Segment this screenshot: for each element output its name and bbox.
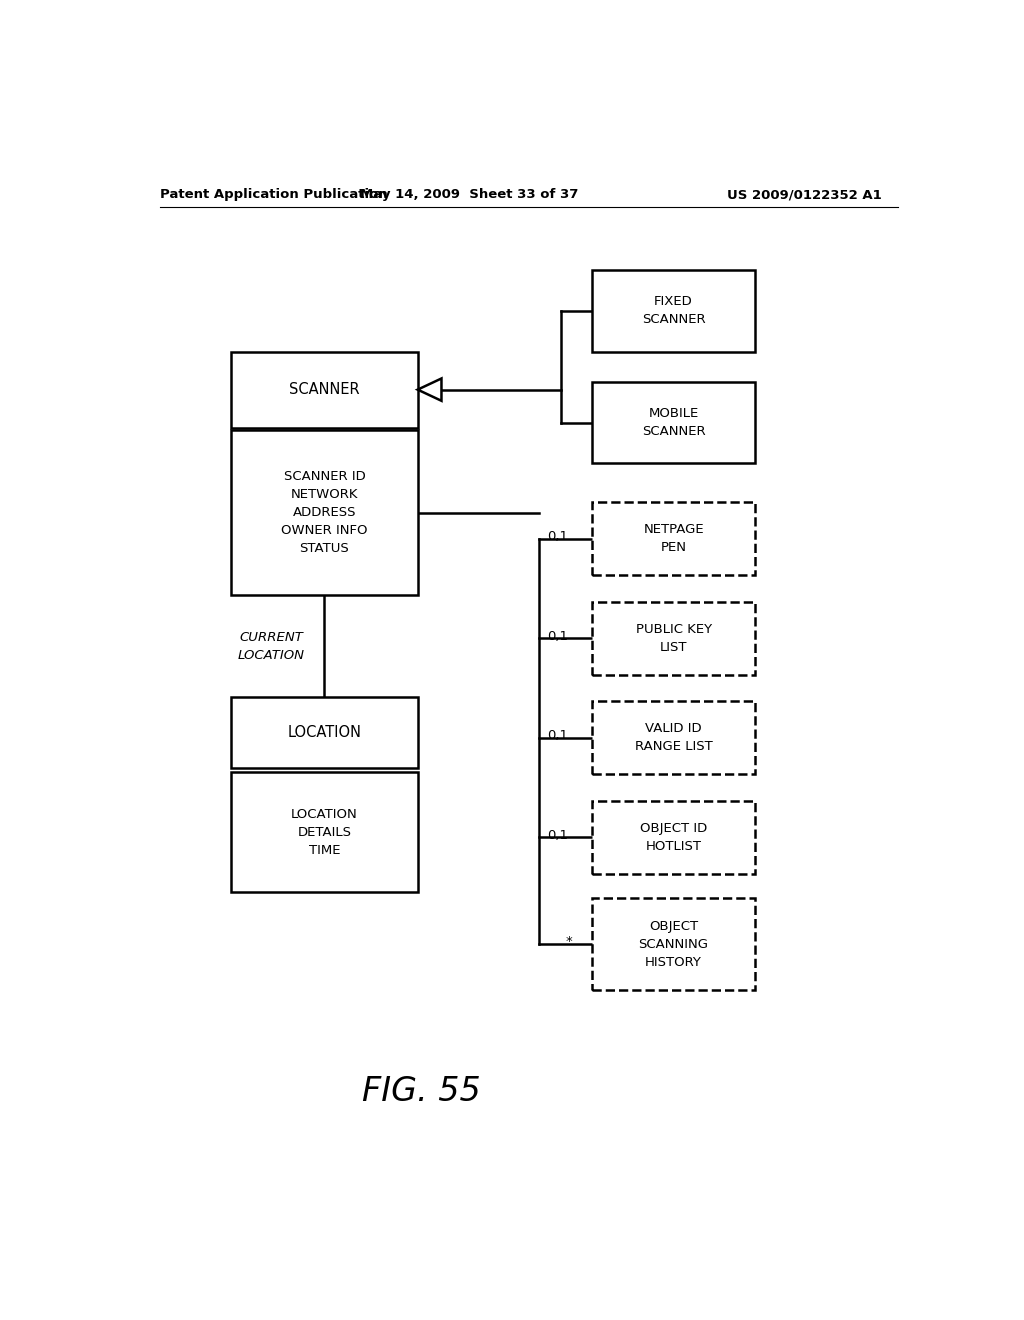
- Bar: [592, 701, 755, 775]
- Bar: [231, 351, 418, 428]
- Text: OBJECT
SCANNING
HISTORY: OBJECT SCANNING HISTORY: [639, 920, 709, 969]
- Bar: [592, 381, 755, 463]
- Bar: [231, 697, 418, 768]
- Text: 0,1: 0,1: [548, 829, 568, 842]
- Text: VALID ID
RANGE LIST: VALID ID RANGE LIST: [635, 722, 713, 754]
- Text: 0,1: 0,1: [548, 729, 568, 742]
- Text: US 2009/0122352 A1: US 2009/0122352 A1: [727, 189, 882, 202]
- Text: May 14, 2009  Sheet 33 of 37: May 14, 2009 Sheet 33 of 37: [360, 189, 579, 202]
- Text: SCANNER ID
NETWORK
ADDRESS
OWNER INFO
STATUS: SCANNER ID NETWORK ADDRESS OWNER INFO ST…: [282, 470, 368, 556]
- Text: 0,1: 0,1: [548, 630, 568, 643]
- Bar: [231, 430, 418, 595]
- Bar: [592, 502, 755, 576]
- Text: OBJECT ID
HOTLIST: OBJECT ID HOTLIST: [640, 822, 708, 853]
- Text: LOCATION
DETAILS
TIME: LOCATION DETAILS TIME: [291, 808, 357, 857]
- Text: 0,1: 0,1: [548, 531, 568, 543]
- Text: FIXED
SCANNER: FIXED SCANNER: [642, 296, 706, 326]
- Bar: [592, 271, 755, 351]
- Bar: [231, 772, 418, 892]
- Text: SCANNER: SCANNER: [289, 381, 359, 397]
- Text: *: *: [565, 935, 572, 948]
- Text: NETPAGE
PEN: NETPAGE PEN: [643, 523, 703, 554]
- Bar: [592, 899, 755, 990]
- Polygon shape: [418, 379, 441, 401]
- Text: FIG. 55: FIG. 55: [362, 1074, 481, 1107]
- Text: CURRENT
LOCATION: CURRENT LOCATION: [238, 631, 304, 661]
- Text: PUBLIC KEY
LIST: PUBLIC KEY LIST: [636, 623, 712, 653]
- Bar: [592, 602, 755, 675]
- Text: LOCATION: LOCATION: [288, 725, 361, 741]
- Text: Patent Application Publication: Patent Application Publication: [160, 189, 387, 202]
- Text: MOBILE
SCANNER: MOBILE SCANNER: [642, 407, 706, 438]
- Bar: [592, 801, 755, 874]
